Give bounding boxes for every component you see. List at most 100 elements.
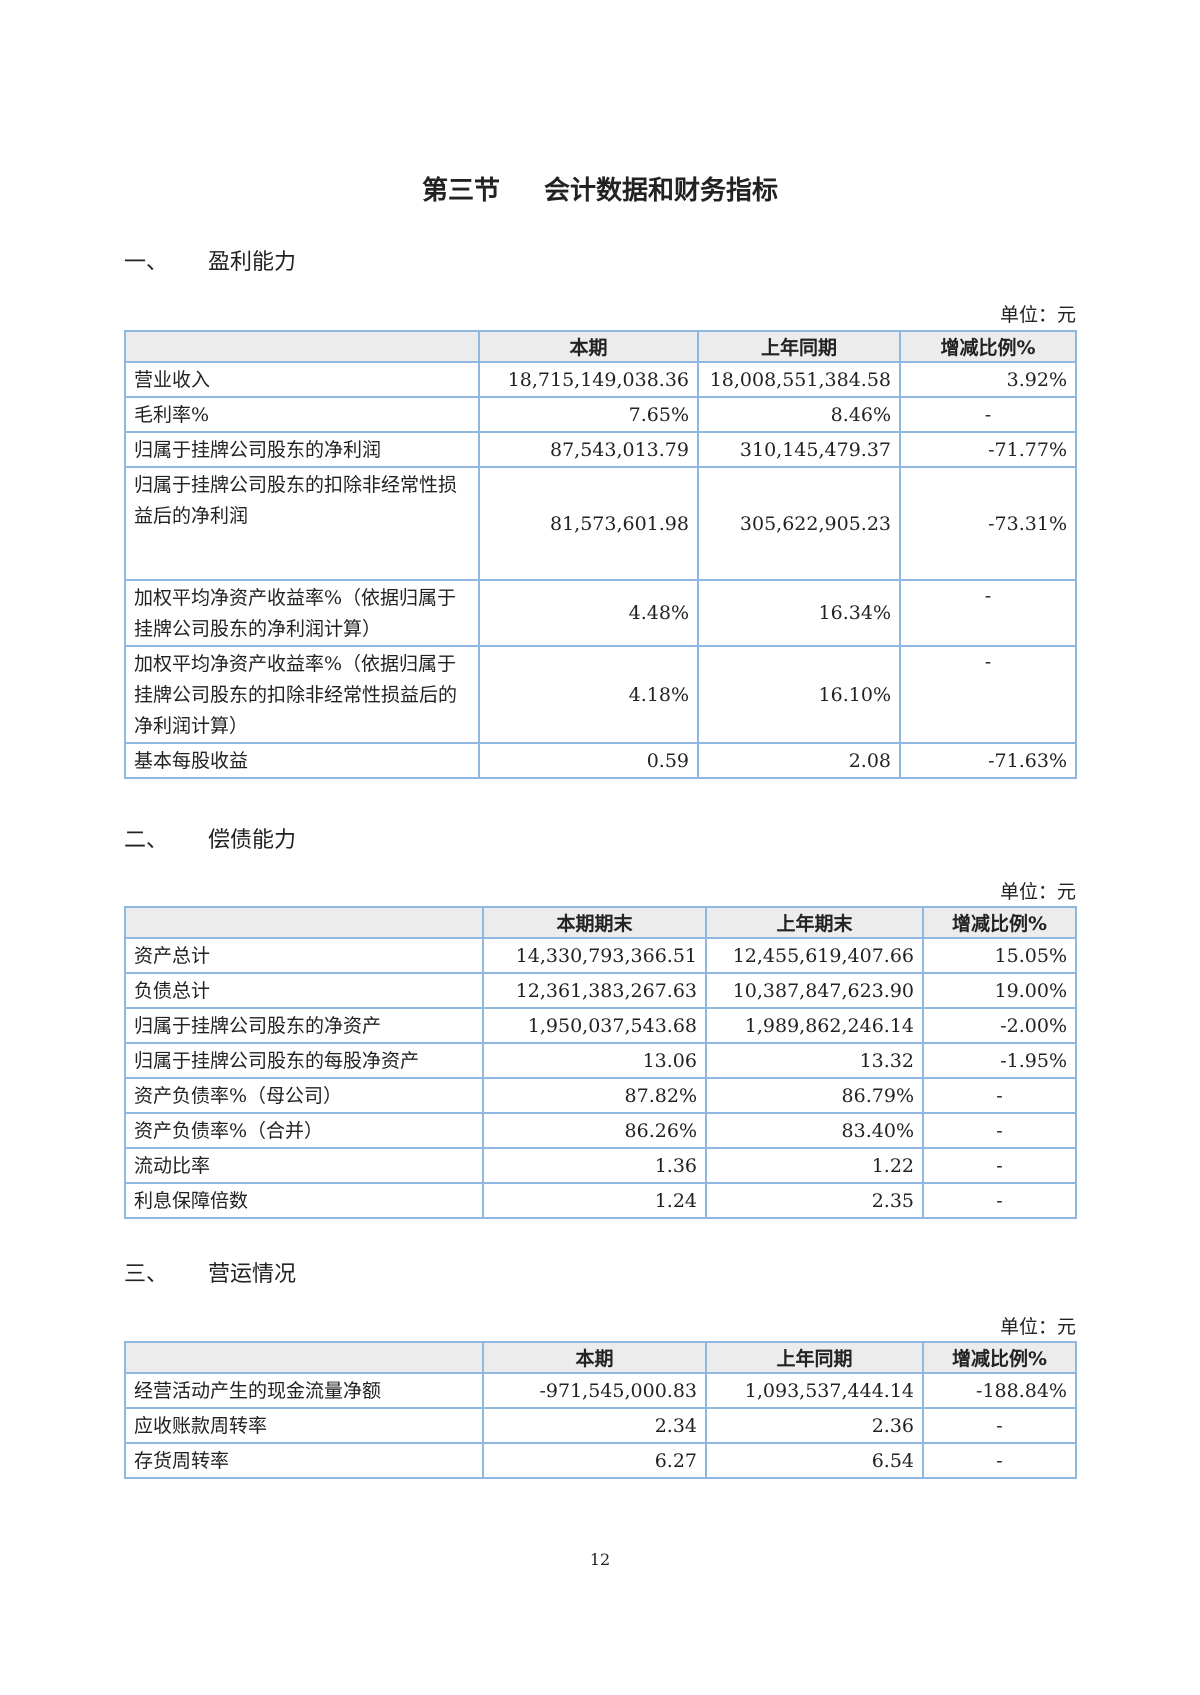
change-cell: -2.00% bbox=[922, 1007, 1077, 1044]
value-cell: 81,573,601.98 bbox=[478, 466, 699, 581]
unit-label: 单位：元 bbox=[999, 881, 1076, 903]
table-row: 归属于挂牌公司股东的净资产 1,950,037,543.68 1,989,862,2… bbox=[124, 1007, 1077, 1044]
row-label: 资产负债率%（合并） bbox=[124, 1112, 484, 1149]
row-label: 资产总计 bbox=[124, 937, 484, 974]
column-header: 本期 bbox=[478, 330, 699, 363]
column-header: 增减比例% bbox=[899, 330, 1077, 363]
column-header: 上年同期 bbox=[705, 1341, 924, 1374]
value-cell: 16.10% bbox=[697, 645, 901, 744]
table-row: 资产负债率%（合并） 86.26% 83.40% - bbox=[124, 1112, 1077, 1149]
operations-table: 本期 上年同期 增减比例% 经营活动产生的现金流量净额 -971,545,000.83 1… bbox=[124, 1341, 1077, 1479]
value-cell: 13.32 bbox=[705, 1042, 924, 1079]
section-name: 会计数据和财务指标 bbox=[544, 176, 779, 206]
row-label: 加权平均净资产收益率%（依据归属于挂牌公司股东的净利润计算） bbox=[124, 579, 480, 647]
value-cell: 2.36 bbox=[705, 1407, 924, 1444]
table-row: 存货周转率 6.27 6.54- bbox=[124, 1442, 1077, 1479]
row-label: 归属于挂牌公司股东的每股净资产 bbox=[124, 1042, 484, 1079]
value-cell: 18,715,149,038.36 bbox=[478, 361, 699, 398]
change-cell: - bbox=[922, 1442, 1077, 1479]
heading-text: 营运情况 bbox=[208, 1262, 297, 1287]
column-header: 上年同期 bbox=[697, 330, 901, 363]
table-row: 负债总计 12,361,383,267.63 10,387,847,623.90 19… bbox=[124, 972, 1077, 1009]
value-cell: 13.06 bbox=[482, 1042, 707, 1079]
table-header-row: 本期期末 上年期末 增减比例% bbox=[124, 906, 1077, 939]
heading-text: 偿债能力 bbox=[208, 828, 297, 853]
value-cell: 8.46% bbox=[697, 396, 901, 433]
change-cell: - bbox=[922, 1112, 1077, 1149]
value-cell: 14,330,793,366.51 bbox=[482, 937, 707, 974]
section-number: 第三节 bbox=[421, 176, 500, 206]
unit-label: 单位：元 bbox=[999, 1316, 1076, 1338]
column-header bbox=[124, 1341, 484, 1374]
change-cell: 19.00% bbox=[922, 972, 1077, 1009]
change-cell: - bbox=[922, 1182, 1077, 1219]
value-cell: 12,361,383,267.63 bbox=[482, 972, 707, 1009]
change-cell: -1.95% bbox=[922, 1042, 1077, 1079]
heading-number: 二、 bbox=[124, 828, 169, 853]
row-label: 归属于挂牌公司股东的净资产 bbox=[124, 1007, 484, 1044]
value-cell: 6.27 bbox=[482, 1442, 707, 1479]
value-cell: 7.65% bbox=[478, 396, 699, 433]
profitability-table: 本期 上年同期 增减比例% 营业收入 18,715,149,038.36 18,008,5… bbox=[124, 330, 1077, 779]
value-cell: 1,950,037,543.68 bbox=[482, 1007, 707, 1044]
row-label: 毛利率% bbox=[124, 396, 480, 433]
table-row: 基本每股收益 0.59 2.08 -71.63% bbox=[124, 742, 1077, 779]
value-cell: 87,543,013.79 bbox=[478, 431, 699, 468]
value-cell: 1.22 bbox=[705, 1147, 924, 1184]
value-cell: 87.82% bbox=[482, 1077, 707, 1114]
value-cell: 4.18% bbox=[478, 645, 699, 744]
change-cell: - bbox=[922, 1147, 1077, 1184]
value-cell: 18,008,551,384.58 bbox=[697, 361, 901, 398]
value-cell: 6.54 bbox=[705, 1442, 924, 1479]
table-header-row: 本期 上年同期 增减比例% bbox=[124, 1341, 1077, 1374]
value-cell: -971,545,000.83 bbox=[482, 1372, 707, 1409]
table-row: 毛利率% 7.65% 8.46% - bbox=[124, 396, 1077, 433]
change-cell: - bbox=[922, 1077, 1077, 1114]
row-label: 归属于挂牌公司股东的净利润 bbox=[124, 431, 480, 468]
change-cell: -71.77% bbox=[899, 431, 1077, 468]
heading-number: 一、 bbox=[124, 250, 169, 275]
heading-number: 三、 bbox=[124, 1262, 169, 1287]
section-heading-solvency: 二、 偿债能力 bbox=[124, 822, 296, 854]
table-row: 利息保障倍数 1.24 2.35- bbox=[124, 1182, 1077, 1219]
unit-label: 单位：元 bbox=[999, 304, 1076, 326]
solvency-table: 本期期末 上年期末 增减比例% 资产总计 14,330,793,366.51 12,455… bbox=[124, 906, 1077, 1219]
row-label: 归属于挂牌公司股东的扣除非经常性损益后的净利润 bbox=[124, 466, 480, 581]
value-cell: 1.24 bbox=[482, 1182, 707, 1219]
table-row: 归属于挂牌公司股东的净利润 87,543,013.79 310,145,479.37… bbox=[124, 431, 1077, 468]
row-label: 基本每股收益 bbox=[124, 742, 480, 779]
value-cell: 2.35 bbox=[705, 1182, 924, 1219]
change-cell: -73.31% bbox=[899, 466, 1077, 581]
value-cell: 4.48% bbox=[478, 579, 699, 647]
value-cell: 305,622,905.23 bbox=[697, 466, 901, 581]
table-row: 营业收入 18,715,149,038.36 18,008,551,384.58 3.… bbox=[124, 361, 1077, 398]
value-cell: 1,093,537,444.14 bbox=[705, 1372, 924, 1409]
table-row: 流动比率 1.36 1.22- bbox=[124, 1147, 1077, 1184]
row-label: 经营活动产生的现金流量净额 bbox=[124, 1372, 484, 1409]
row-label: 资产负债率%（母公司） bbox=[124, 1077, 484, 1114]
table-header-row: 本期 上年同期 增减比例% bbox=[124, 330, 1077, 363]
row-label: 应收账款周转率 bbox=[124, 1407, 484, 1444]
value-cell: 12,455,619,407.66 bbox=[705, 937, 924, 974]
column-header bbox=[124, 330, 480, 363]
section-heading-operations: 三、 营运情况 bbox=[124, 1256, 296, 1288]
column-header: 上年期末 bbox=[705, 906, 924, 939]
value-cell: 2.34 bbox=[482, 1407, 707, 1444]
row-label: 存货周转率 bbox=[124, 1442, 484, 1479]
table-row: 加权平均净资产收益率%（依据归属于挂牌公司股东的扣除非经常性损益后的净利润计算）… bbox=[124, 645, 1077, 744]
change-cell: - bbox=[899, 645, 1077, 744]
value-cell: 2.08 bbox=[697, 742, 901, 779]
value-cell: 0.59 bbox=[478, 742, 699, 779]
change-cell: -71.63% bbox=[899, 742, 1077, 779]
page-number: 12 bbox=[589, 1550, 611, 1569]
table-row: 经营活动产生的现金流量净额 -971,545,000.83 1,093,537,44… bbox=[124, 1372, 1077, 1409]
change-cell: 15.05% bbox=[922, 937, 1077, 974]
value-cell: 1.36 bbox=[482, 1147, 707, 1184]
change-cell: 3.92% bbox=[899, 361, 1077, 398]
page-title: 第三节 会计数据和财务指标 bbox=[0, 170, 1200, 207]
table-row: 归属于挂牌公司股东的扣除非经常性损益后的净利润 81,573,601.98 305,… bbox=[124, 466, 1077, 581]
table-row: 应收账款周转率 2.34 2.36- bbox=[124, 1407, 1077, 1444]
value-cell: 310,145,479.37 bbox=[697, 431, 901, 468]
column-header bbox=[124, 906, 484, 939]
table-row: 资产负债率%（母公司） 87.82% 86.79% - bbox=[124, 1077, 1077, 1114]
